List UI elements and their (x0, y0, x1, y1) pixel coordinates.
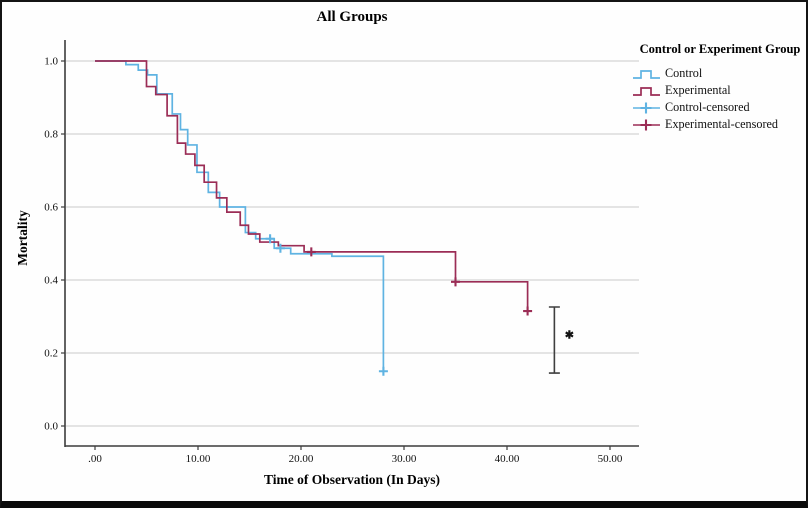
censor-mark-experimental (306, 247, 316, 257)
significance-bar (548, 306, 560, 374)
significance-asterisk: ✱ (565, 330, 574, 342)
survival-curve-experimental (95, 60, 529, 312)
control-censored-symbol (633, 102, 660, 114)
x-tick-label: 20.00 (289, 453, 314, 465)
y-tick-label: 0.4 (44, 275, 58, 287)
legend-item-experimental: Experimental (632, 82, 806, 99)
y-axis-title: Mortality (15, 210, 30, 266)
x-tick-label: 50.00 (598, 453, 623, 465)
control-line-symbol (633, 70, 660, 79)
censor-mark-experimental (451, 277, 460, 287)
legend-item-label: Experimental-censored (665, 117, 779, 132)
legend-item-label: Control (665, 66, 703, 81)
censor-mark-experimental (523, 306, 533, 316)
legend: Control or Experiment Group Control Expe… (632, 42, 806, 133)
experimental-line-symbol (633, 87, 660, 96)
x-tick-label: 40.00 (495, 453, 520, 465)
censor-mark-control (378, 366, 388, 376)
censor-mark-control (275, 243, 285, 253)
x-tick-label: 10.00 (186, 453, 211, 465)
y-tick-label: 0.8 (44, 129, 58, 141)
legend-item-label: Control-censored (665, 100, 750, 115)
chart-title: All Groups (316, 9, 388, 25)
x-tick-label: .00 (88, 453, 102, 465)
y-tick-label: 0.6 (44, 202, 58, 214)
legend-title: Control or Experiment Group (639, 42, 801, 56)
x-tick-label: 30.00 (392, 453, 417, 465)
legend-item-control: Control (632, 65, 806, 82)
y-tick-label: 0.0 (44, 421, 58, 433)
survival-curve-control (95, 60, 385, 372)
legend-item-label: Experimental (665, 83, 731, 98)
censor-mark-control (265, 234, 275, 244)
y-tick-label: 1.0 (44, 56, 58, 68)
legend-item-experimental-censored: Experimental-censored (632, 116, 806, 133)
experimental-censored-symbol (633, 119, 660, 131)
x-axis-title: Time of Observation (In Days) (263, 472, 440, 487)
legend-item-control-censored: Control-censored (632, 99, 806, 116)
y-tick-label: 0.2 (44, 348, 58, 360)
